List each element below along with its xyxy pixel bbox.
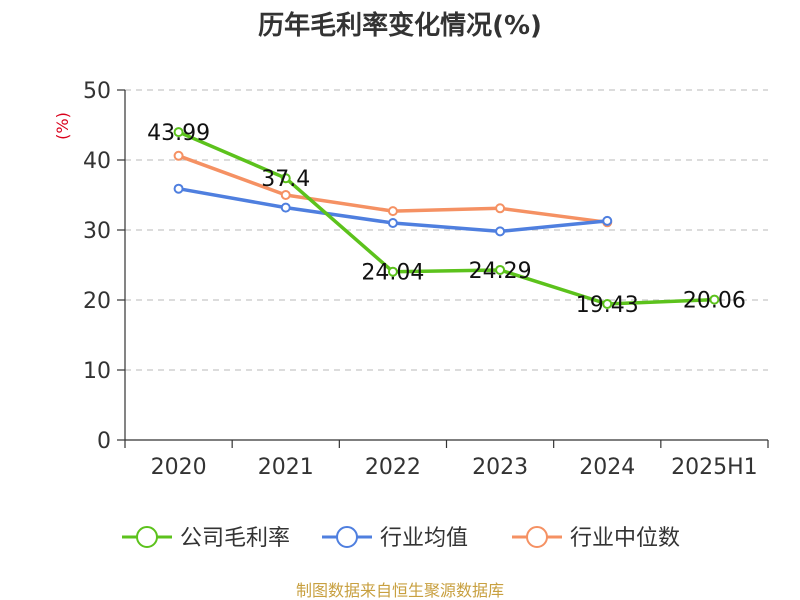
data-point <box>602 298 613 309</box>
x-tick-label: 2023 <box>472 455 528 480</box>
data-labels: 43.99 37.4 24.04 24.29 19.43 20.06 <box>147 121 746 318</box>
grid-lines <box>125 89 768 371</box>
data-point <box>173 183 184 194</box>
y-tick-label: 40 <box>83 149 111 174</box>
data-label: 37.4 <box>261 167 310 192</box>
data-point <box>280 190 291 200</box>
legend-item[interactable]: 行业均值 <box>322 526 468 551</box>
chart-title: 历年毛利率变化情况(%) <box>258 10 542 41</box>
y-tick-label: 20 <box>83 289 111 314</box>
x-tick-label: 2022 <box>365 455 421 480</box>
data-label: 19.43 <box>576 293 639 318</box>
legend-label: 行业均值 <box>380 526 468 551</box>
axes: 0 10 20 30 40 50 2020 2021 2022 2023 2024 2025H1 <box>83 79 769 480</box>
legend-label: 行业中位数 <box>570 526 680 551</box>
data-point <box>495 226 506 237</box>
data-point <box>387 218 398 228</box>
x-tick-label: 2024 <box>579 455 635 480</box>
legend-item[interactable]: 公司毛利率 <box>122 526 290 551</box>
data-point <box>387 266 398 277</box>
legend-item[interactable]: 行业中位数 <box>512 526 680 551</box>
series-line <box>177 130 715 306</box>
data-point <box>173 150 184 161</box>
data-point <box>495 203 506 214</box>
legend-marker <box>526 526 548 548</box>
data-label: 20.06 <box>683 289 746 314</box>
legend: 公司毛利率 行业均值 行业中位数 <box>122 526 680 551</box>
source-note: 制图数据来自恒生聚源数据库 <box>296 581 504 600</box>
x-tick-label: 2021 <box>258 455 314 480</box>
data-point <box>387 206 398 217</box>
y-tick-label: 50 <box>83 79 111 104</box>
legend-marker <box>136 526 158 548</box>
series-group <box>173 127 720 309</box>
y-tick-label: 0 <box>97 429 111 454</box>
data-label: 24.29 <box>469 259 532 284</box>
data-point <box>602 215 613 226</box>
data-label: 43.99 <box>147 121 210 146</box>
data-point <box>495 264 506 275</box>
x-tick-label: 2020 <box>151 455 207 480</box>
x-tick-label: 2025H1 <box>671 455 758 480</box>
y-tick-label: 10 <box>83 359 111 384</box>
data-label: 24.04 <box>361 261 424 286</box>
y-axis-unit: (%) <box>53 112 72 140</box>
data-point <box>280 173 291 184</box>
data-point <box>280 202 291 213</box>
data-point <box>173 127 184 138</box>
y-tick-label: 30 <box>83 219 111 244</box>
legend-marker <box>336 526 358 548</box>
legend-label: 公司毛利率 <box>180 526 290 551</box>
data-point <box>709 294 720 305</box>
